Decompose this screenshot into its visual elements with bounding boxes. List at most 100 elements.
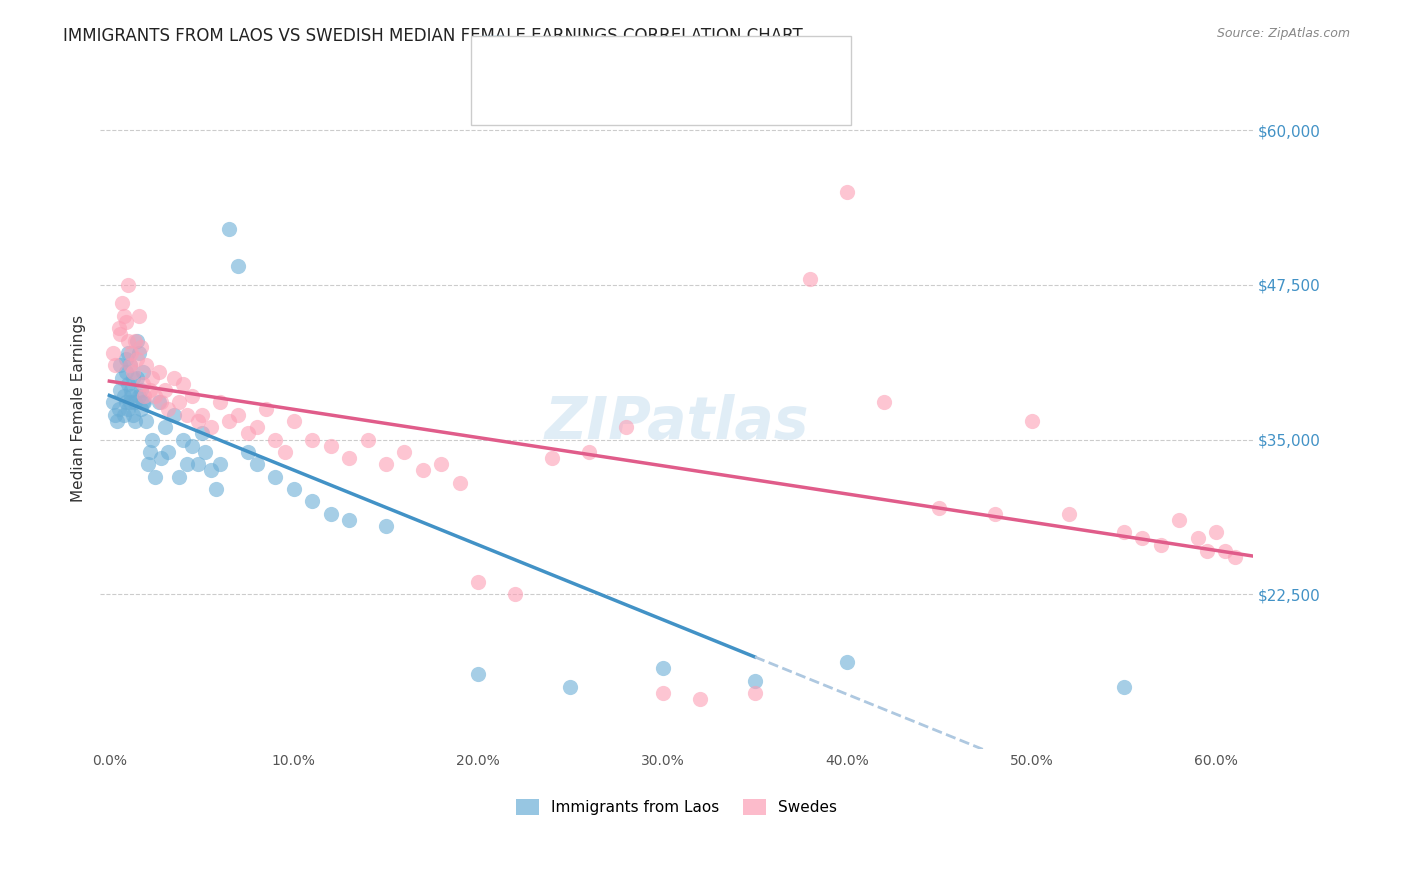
Text: -0.354: -0.354 [562, 87, 617, 101]
Point [118, 359, 141, 373]
Point [122, 408, 145, 422]
Point [124, 334, 146, 348]
Point [101, 346, 124, 360]
Point [873, 395, 896, 409]
Point [744, 673, 766, 688]
Point [135, 414, 157, 428]
Point [153, 383, 176, 397]
Point [115, 352, 138, 367]
Point [1195, 544, 1218, 558]
Point [1150, 538, 1173, 552]
Point [112, 389, 135, 403]
Point [1112, 525, 1135, 540]
Point [246, 457, 269, 471]
Point [190, 426, 212, 441]
Point [1213, 544, 1236, 558]
Point [236, 426, 259, 441]
Point [150, 451, 173, 466]
Point [107, 401, 129, 416]
Point [1057, 507, 1080, 521]
Point [150, 395, 173, 409]
Y-axis label: Median Female Earnings: Median Female Earnings [72, 315, 86, 502]
Point [273, 445, 295, 459]
Point [1187, 532, 1209, 546]
Point [799, 272, 821, 286]
Point [541, 451, 564, 466]
Point [578, 445, 600, 459]
Point [131, 364, 153, 378]
Point [128, 389, 150, 403]
Point [163, 370, 186, 384]
Point [412, 463, 434, 477]
Point [139, 445, 162, 459]
Point [121, 383, 143, 397]
Point [218, 414, 240, 428]
Point [112, 309, 135, 323]
Point [283, 482, 305, 496]
Point [163, 408, 186, 422]
Point [254, 401, 277, 416]
Point [124, 395, 146, 409]
Text: R =: R = [520, 87, 554, 101]
Point [117, 277, 139, 292]
Point [560, 680, 582, 694]
Point [117, 401, 139, 416]
Text: N =: N = [633, 87, 676, 101]
Point [110, 383, 132, 397]
Point [131, 376, 153, 391]
Point [264, 469, 287, 483]
Point [190, 408, 212, 422]
Point [134, 395, 156, 409]
Point [176, 408, 198, 422]
Point [1205, 525, 1227, 540]
Point [651, 661, 673, 675]
Point [218, 222, 240, 236]
Point [187, 414, 209, 428]
Point [134, 389, 156, 403]
Point [115, 395, 138, 409]
Point [111, 296, 134, 310]
Point [467, 574, 489, 589]
Point [689, 692, 711, 706]
Point [319, 439, 342, 453]
Point [983, 507, 1005, 521]
Point [118, 395, 141, 409]
Point [104, 408, 127, 422]
Point [181, 439, 204, 453]
Point [125, 370, 148, 384]
Point [117, 346, 139, 360]
Point [121, 346, 143, 360]
Point [176, 457, 198, 471]
Text: R =: R = [520, 48, 554, 62]
Point [181, 389, 204, 403]
Text: Source: ZipAtlas.com: Source: ZipAtlas.com [1216, 27, 1350, 40]
Point [125, 334, 148, 348]
Point [157, 401, 180, 416]
Point [128, 346, 150, 360]
Point [139, 383, 162, 397]
Text: N =: N = [633, 48, 676, 62]
Point [246, 420, 269, 434]
Point [283, 414, 305, 428]
Point [319, 507, 342, 521]
Point [837, 185, 859, 199]
Point [651, 686, 673, 700]
Point [228, 260, 250, 274]
Point [1021, 414, 1043, 428]
Text: IMMIGRANTS FROM LAOS VS SWEDISH MEDIAN FEMALE EARNINGS CORRELATION CHART: IMMIGRANTS FROM LAOS VS SWEDISH MEDIAN F… [63, 27, 803, 45]
Point [208, 457, 231, 471]
Point [112, 408, 135, 422]
Point [194, 445, 217, 459]
Point [129, 401, 152, 416]
Point [141, 370, 163, 384]
Point [1112, 680, 1135, 694]
Point [111, 370, 134, 384]
Point [129, 340, 152, 354]
Point [837, 655, 859, 669]
Point [430, 457, 453, 471]
Point [124, 414, 146, 428]
Point [105, 414, 128, 428]
Point [122, 364, 145, 378]
Point [148, 395, 170, 409]
Point [187, 457, 209, 471]
